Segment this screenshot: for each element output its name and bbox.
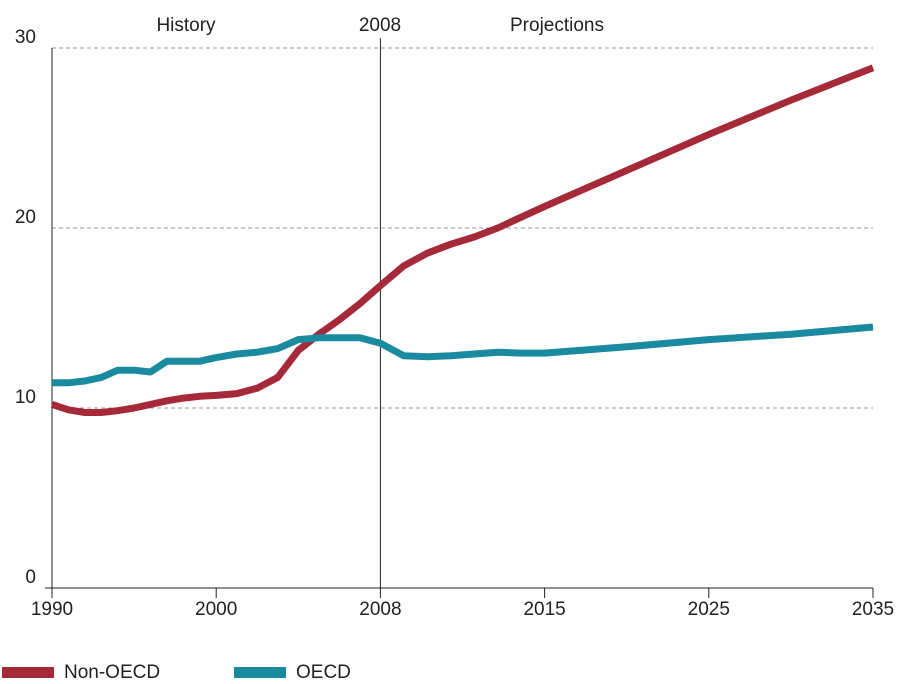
x-tick-label: 2035 <box>852 599 894 620</box>
legend-swatch <box>2 667 54 678</box>
y-tick-label: 20 <box>15 207 36 228</box>
line <box>50 64 875 416</box>
legend-label: Non-OECD <box>64 662 160 683</box>
y-tick-label: 0 <box>25 567 36 588</box>
annotation: Projections <box>510 15 604 36</box>
x-tick-label: 2025 <box>688 599 730 620</box>
annotation: 2008 <box>359 15 401 36</box>
x-tick-label: 2015 <box>523 599 565 620</box>
legend-label: OECD <box>296 662 351 683</box>
x-tick-label: 2008 <box>359 599 401 620</box>
x-tick-label: 2000 <box>195 599 237 620</box>
x-tick-label: 1990 <box>31 599 73 620</box>
y-tick-label: 10 <box>15 387 36 408</box>
legend-swatch <box>234 667 286 678</box>
annotation: History <box>156 15 216 36</box>
y-tick-label: 30 <box>15 27 36 48</box>
line <box>52 323 874 387</box>
